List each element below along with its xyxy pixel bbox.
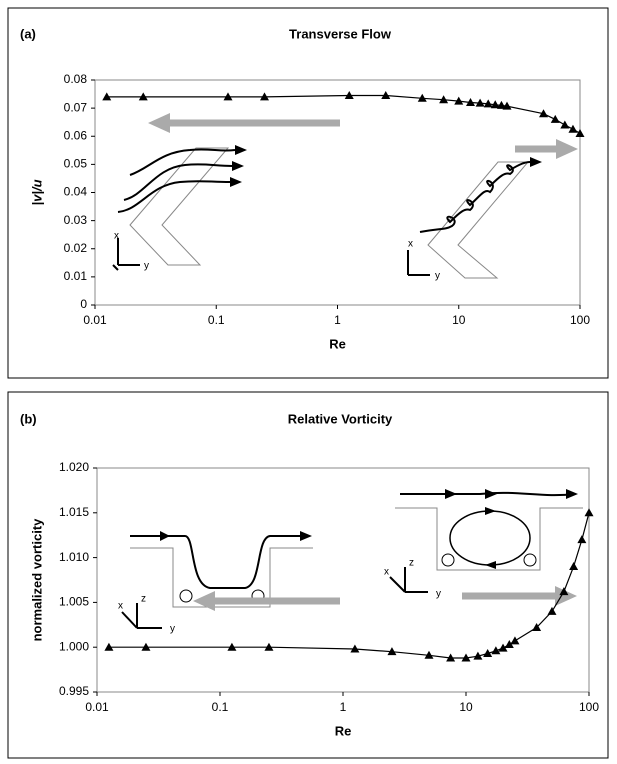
y-tick-label: 0.08	[64, 72, 88, 86]
data-point	[387, 647, 397, 656]
y-tick-label: 0.995	[59, 684, 89, 698]
x-tick-label: 1	[340, 700, 347, 714]
y-tick-label: 1.015	[59, 505, 89, 519]
data-point	[490, 100, 500, 109]
data-point	[473, 651, 483, 660]
x-axis-label: Re	[335, 723, 352, 738]
data-point	[104, 642, 114, 651]
x-tick-label: 10	[459, 700, 473, 714]
plot-frame	[96, 467, 590, 693]
y-tick-label: 0.01	[64, 269, 88, 283]
data-point	[502, 101, 512, 110]
x-tick-label: 0.1	[208, 313, 225, 327]
y-tick-label: 0.05	[64, 157, 88, 171]
svg-text:y: y	[435, 271, 440, 282]
data-point	[584, 508, 594, 517]
inset-b-right: z x y	[384, 489, 583, 600]
data-point	[141, 642, 151, 651]
plot-frame	[94, 79, 581, 306]
gray-arrow-head	[148, 113, 170, 133]
y-tick-label: 1.010	[59, 550, 89, 564]
y-tick-label: 0.03	[64, 213, 88, 227]
svg-text:x: x	[114, 231, 119, 242]
data-line	[106, 94, 581, 134]
y-axis-label: normalized vorticity	[29, 518, 44, 642]
data-point	[532, 622, 542, 631]
data-point	[550, 114, 560, 123]
x-tick-label: 10	[452, 313, 466, 327]
y-tick-label: 1.000	[59, 639, 89, 653]
x-tick-label: 0.01	[83, 313, 107, 327]
data-point	[539, 109, 549, 118]
svg-text:y: y	[144, 261, 149, 272]
x-tick-label: 0.01	[85, 700, 109, 714]
data-point	[577, 535, 587, 544]
data-point	[350, 644, 360, 653]
data-point	[504, 640, 514, 649]
data-point	[475, 98, 485, 107]
data-point	[446, 653, 456, 662]
y-tick-label: 1.020	[59, 460, 89, 474]
data-point	[223, 92, 233, 101]
svg-text:y: y	[436, 589, 441, 600]
data-point	[569, 562, 579, 571]
data-point	[439, 95, 449, 104]
svg-text:x: x	[408, 239, 413, 250]
data-point	[461, 653, 471, 662]
data-point	[496, 100, 506, 109]
data-point	[547, 606, 557, 615]
data-point	[559, 587, 569, 596]
svg-text:z: z	[141, 594, 146, 605]
panel-label: (b)	[20, 411, 37, 426]
inset-b-left: z x y	[118, 531, 313, 635]
y-tick-label: 0.07	[64, 100, 88, 114]
data-point	[568, 124, 578, 133]
data-point	[344, 90, 354, 99]
svg-text:z: z	[409, 558, 414, 569]
y-tick-label: 0.02	[64, 241, 88, 255]
data-point	[417, 93, 427, 102]
gray-arrow-head	[555, 586, 577, 606]
inset-a-right: xy	[407, 157, 542, 282]
y-tick-label: 0	[80, 297, 87, 311]
data-point	[498, 643, 508, 652]
data-point	[483, 648, 493, 657]
data-point	[264, 642, 274, 651]
data-point	[466, 98, 476, 106]
data-point	[138, 92, 148, 101]
y-axis-label: |v|/u	[29, 179, 44, 205]
x-axis-label: Re	[329, 336, 346, 351]
data-line	[108, 512, 590, 659]
y-tick-label: 0.06	[64, 128, 88, 142]
x-tick-label: 100	[570, 313, 590, 327]
data-point	[483, 99, 493, 108]
gray-arrow-head	[193, 591, 215, 611]
data-point	[424, 650, 434, 659]
data-point	[575, 128, 585, 137]
y-tick-label: 0.04	[64, 185, 88, 199]
data-point	[454, 96, 464, 105]
chart-title: Relative Vorticity	[288, 411, 393, 426]
x-tick-label: 0.1	[212, 700, 229, 714]
panel-label: (a)	[20, 26, 36, 41]
data-point	[560, 120, 570, 129]
svg-text:y: y	[170, 624, 175, 635]
data-point	[227, 642, 237, 651]
x-tick-label: 100	[579, 700, 599, 714]
panel-frame	[7, 391, 609, 759]
chart-title: Transverse Flow	[289, 26, 392, 41]
data-point	[510, 636, 520, 645]
gray-arrow-head	[556, 139, 578, 159]
y-tick-label: 1.005	[59, 595, 89, 609]
inset-a-left: xy	[112, 145, 247, 272]
x-tick-label: 1	[334, 313, 341, 327]
data-point	[491, 646, 501, 655]
data-point	[102, 92, 112, 101]
svg-text:x: x	[384, 567, 389, 578]
data-point	[381, 90, 391, 99]
data-point	[260, 92, 270, 101]
panel-frame	[7, 7, 609, 379]
svg-text:x: x	[118, 601, 123, 612]
